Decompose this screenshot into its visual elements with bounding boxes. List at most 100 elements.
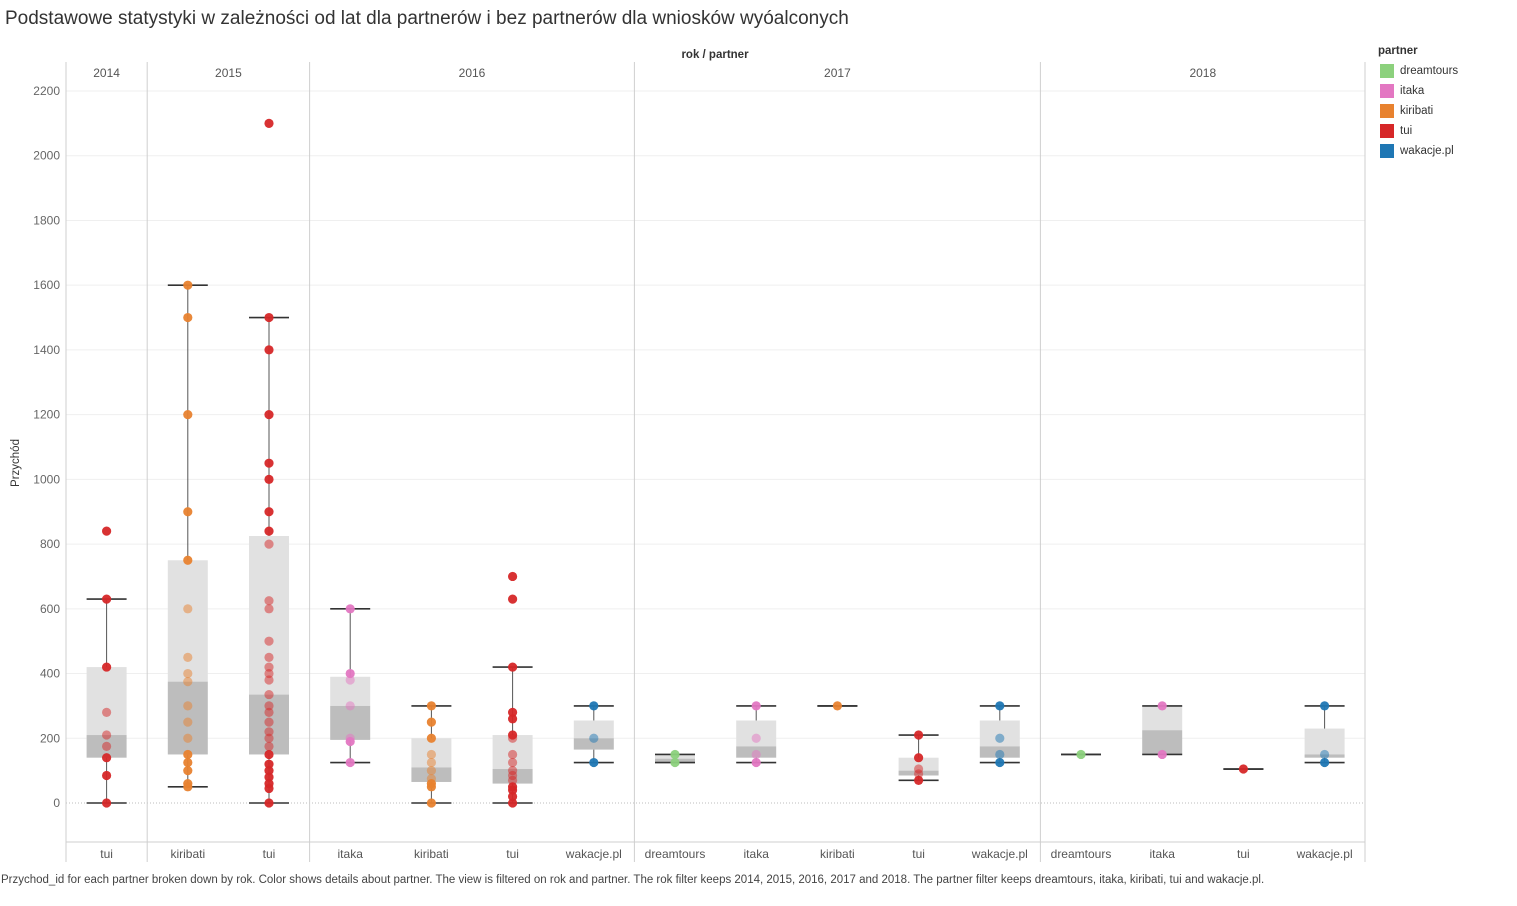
data-point <box>183 766 193 776</box>
y-tick-label: 0 <box>53 796 60 810</box>
data-point <box>183 652 193 662</box>
data-point <box>995 749 1005 760</box>
data-point <box>1157 701 1167 711</box>
data-point <box>914 769 924 779</box>
data-point <box>264 707 274 717</box>
data-point <box>102 730 112 740</box>
data-point <box>102 753 112 763</box>
legend-item-dreamtours[interactable]: dreamtours <box>1374 61 1458 81</box>
data-point <box>264 772 274 782</box>
data-point <box>264 345 274 355</box>
data-point <box>1076 749 1086 760</box>
category-label: tui <box>1237 847 1250 861</box>
data-point <box>183 749 193 760</box>
data-point <box>264 507 274 517</box>
data-point <box>183 757 193 768</box>
data-point <box>264 783 274 794</box>
legend-swatch <box>1380 64 1394 78</box>
data-point <box>751 757 761 768</box>
data-point <box>751 701 761 711</box>
data-point <box>264 668 274 679</box>
y-tick-label: 2000 <box>33 149 60 163</box>
data-point <box>507 707 518 717</box>
data-point <box>832 701 843 711</box>
data-point <box>507 749 518 760</box>
data-point <box>507 798 518 808</box>
data-point <box>426 782 436 792</box>
category-label: dreamtours <box>1051 847 1112 861</box>
legend-swatch <box>1380 84 1394 98</box>
data-point <box>507 785 518 795</box>
y-tick-label: 400 <box>40 667 60 681</box>
data-point <box>264 662 274 672</box>
legend-swatch <box>1380 144 1394 158</box>
chart-title: Podstawowe statystyki w zależności od la… <box>5 8 849 29</box>
box-lower <box>573 738 614 750</box>
data-point <box>426 757 436 768</box>
data-point <box>1320 749 1330 760</box>
data-point <box>426 717 436 727</box>
data-point <box>264 733 274 743</box>
y-tick-label: 1600 <box>33 278 60 292</box>
legend-label: tui <box>1400 125 1413 137</box>
data-point <box>507 791 518 802</box>
data-point <box>426 766 436 776</box>
data-point <box>589 733 599 743</box>
legend-title: partner <box>1378 45 1418 57</box>
category-label: wakacje.pl <box>1296 847 1353 861</box>
box-upper <box>573 720 614 739</box>
y-tick-label: 600 <box>40 602 60 616</box>
data-point <box>264 604 274 614</box>
data-point <box>264 727 274 737</box>
data-point <box>264 458 274 468</box>
year-header-2014: 2014 <box>93 66 120 80</box>
data-point <box>102 707 112 717</box>
year-header-2018: 2018 <box>1189 66 1216 80</box>
legend-item-wakacje-pl[interactable]: wakacje.pl <box>1374 141 1458 161</box>
legend: partner dreamtours itaka kiribati tui wakacj… <box>1374 45 1458 161</box>
y-tick-label: 1400 <box>33 343 60 357</box>
category-label: tui <box>263 847 276 861</box>
data-point <box>426 749 436 760</box>
y-tick-label: 200 <box>40 731 60 745</box>
category-label: kiribati <box>414 847 449 861</box>
data-point <box>183 410 193 420</box>
data-point <box>183 782 193 792</box>
data-point <box>1320 701 1330 711</box>
data-point <box>264 749 274 760</box>
data-point <box>345 757 355 768</box>
legend-label: itaka <box>1400 85 1425 97</box>
category-label: wakacje.pl <box>971 847 1028 861</box>
legend-item-tui[interactable]: tui <box>1374 121 1458 141</box>
legend-item-itaka[interactable]: itaka <box>1374 81 1458 101</box>
data-point <box>264 312 274 323</box>
legend-item-kiribati[interactable]: kiribati <box>1374 101 1458 121</box>
box-upper <box>86 667 127 736</box>
data-point <box>264 701 274 711</box>
data-point <box>183 701 193 711</box>
data-point <box>264 539 274 549</box>
data-point <box>183 507 193 517</box>
data-point <box>1238 764 1248 774</box>
chart-caption: Przychod_id for each partner broken down… <box>1 874 1265 886</box>
data-point <box>264 759 274 769</box>
header-label: rok / partner <box>681 49 749 61</box>
data-point <box>264 474 274 484</box>
y-tick-label: 2200 <box>33 84 60 98</box>
legend-label: wakacje.pl <box>1400 145 1454 157</box>
year-header-2017: 2017 <box>824 66 851 80</box>
data-point <box>995 757 1005 768</box>
data-point <box>507 733 518 743</box>
data-point <box>102 770 112 781</box>
category-label: itaka <box>338 847 364 861</box>
legend-label: dreamtours <box>1400 65 1459 77</box>
data-point <box>995 701 1005 711</box>
data-point <box>264 652 274 662</box>
data-point <box>670 749 680 760</box>
data-point <box>345 736 355 747</box>
legend-swatch <box>1380 104 1394 118</box>
category-label: dreamtours <box>645 847 706 861</box>
data-point <box>183 555 193 565</box>
data-point <box>183 677 193 687</box>
box-upper <box>167 560 208 682</box>
